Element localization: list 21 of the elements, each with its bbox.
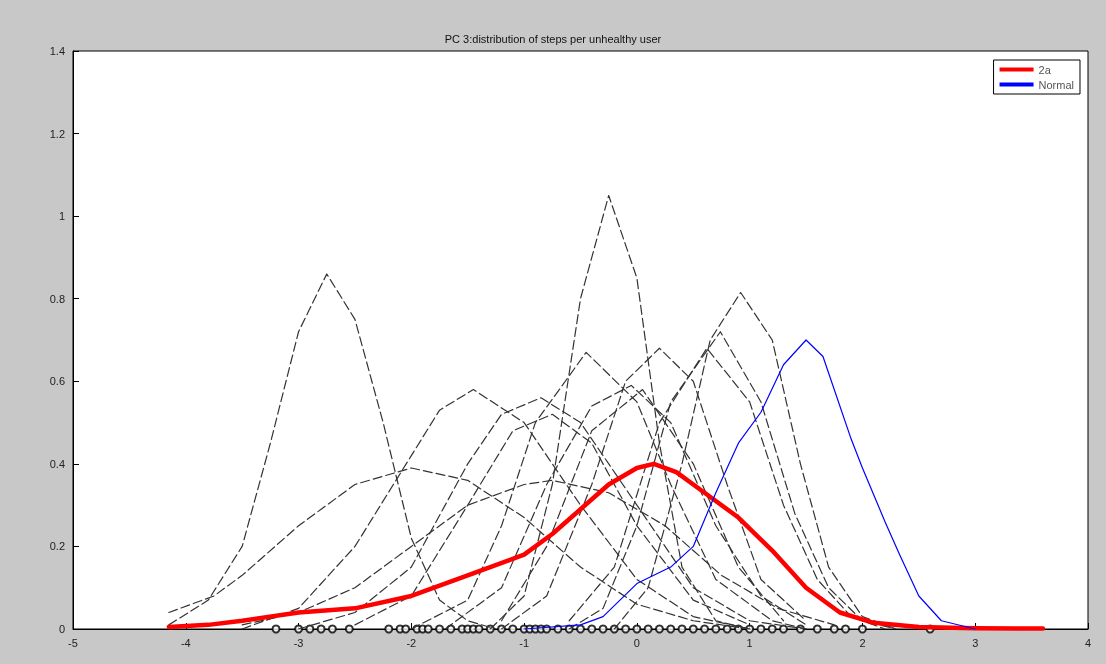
legend-label: Normal [1038,78,1074,91]
y-tick-label: 0.4 [49,457,65,470]
y-tick-label: 0.2 [49,540,65,553]
x-tick-label: -5 [68,636,78,649]
x-tick-label: -4 [180,636,191,649]
y-tick-label: 1 [58,210,65,223]
y-tick-label: 1.4 [49,45,65,57]
y-tick-label: 1.2 [49,127,65,140]
chart-title: PC 3:distribution of steps per unhealthy user [444,32,662,45]
x-tick-label: 1 [746,636,753,649]
legend-label: 2a [1038,63,1052,76]
x-tick-label: -1 [519,636,529,649]
x-tick-label: 0 [633,636,640,649]
y-tick-label: 0.8 [49,292,65,305]
y-tick-label: 0.6 [49,375,65,388]
y-tick-label: 0 [58,623,65,635]
x-tick-label: 2 [859,636,866,649]
x-tick-label: -2 [406,636,417,649]
x-tick-label: -3 [293,636,304,649]
x-tick-label: 4 [1084,636,1092,649]
x-tick-label: 3 [972,636,979,649]
